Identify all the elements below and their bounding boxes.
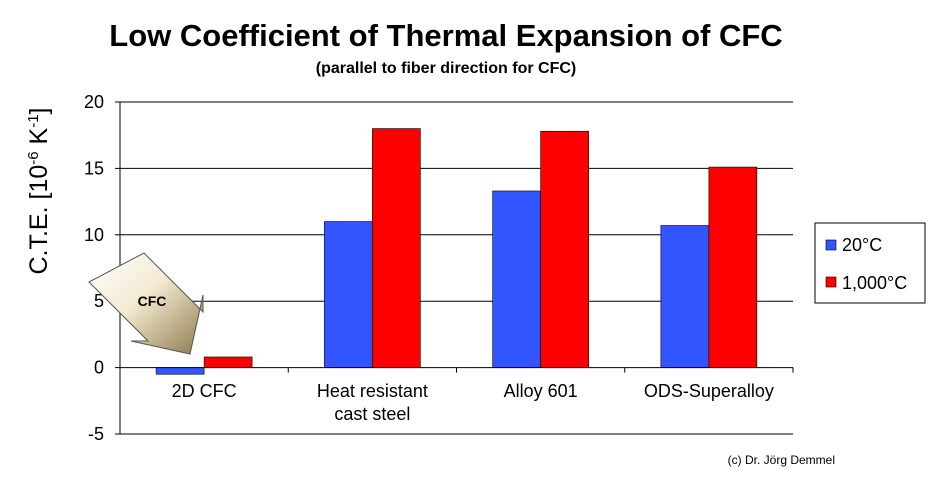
legend-label-20c: 20°C: [842, 235, 882, 255]
category-labels: 2D CFC Heat resistant cast steel Alloy 601 O…: [172, 381, 774, 424]
bar-20c-1: [324, 221, 373, 368]
bars: [155, 128, 758, 375]
y-axis-label-main: C.T.E. [10: [25, 165, 53, 275]
y-tick-label: 15: [84, 158, 104, 178]
chart-title: Low Coefficient of Thermal Expansion of …: [109, 18, 782, 53]
bar-1000c-1: [372, 128, 421, 368]
bar-20c-3: [660, 225, 710, 368]
bar-1000c-3: [708, 166, 758, 368]
chart-subtitle: (parallel to fiber direction for CFC): [316, 60, 576, 77]
bar-20c-2: [492, 190, 541, 368]
y-axis-label-end: ]: [25, 107, 53, 114]
cfc-arrow: CFC: [88, 252, 204, 355]
legend-swatch-20c: [825, 239, 837, 251]
y-axis-label-exp2: -1: [25, 114, 42, 127]
legend-swatch-1000c: [825, 276, 837, 288]
category-label: ODS-Superalloy: [644, 381, 774, 401]
y-tick-labels: -5 0 5 10 15 20: [84, 92, 120, 444]
bar-1000c-0: [203, 356, 253, 368]
legend-label-1000c: 1,000°C: [842, 273, 907, 293]
bar-1000c-2: [540, 130, 589, 368]
y-axis-label-mid: K: [25, 127, 53, 151]
y-axis-label-exp1: -6: [25, 151, 42, 164]
legend: 20°C 1,000°C: [814, 222, 926, 304]
arrow-shape: [88, 252, 204, 355]
category-label: Alloy 601: [504, 381, 578, 401]
y-axis-label: C.T.E. [10-6 K-1]: [25, 107, 53, 274]
arrow-label: CFC: [138, 293, 167, 309]
category-label: Heat resistant: [317, 381, 428, 401]
bar-20c-0: [155, 367, 205, 375]
y-tick-label: -5: [88, 424, 104, 444]
category-label-line2: cast steel: [334, 404, 410, 424]
y-tick-label: 5: [94, 291, 104, 311]
y-tick-label: 0: [94, 358, 104, 378]
y-tick-label: 20: [84, 92, 104, 112]
credit: (c) Dr. Jörg Demmel: [728, 453, 835, 467]
y-tick-label: 10: [84, 225, 104, 245]
category-label: 2D CFC: [172, 381, 237, 401]
legend-box: [814, 222, 926, 304]
